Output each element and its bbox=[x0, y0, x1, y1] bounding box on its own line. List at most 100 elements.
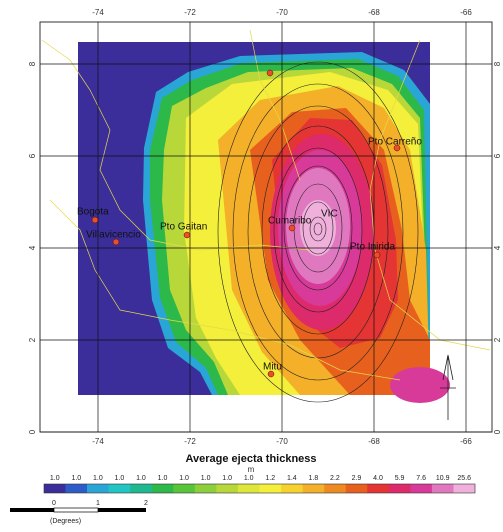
legend-label: 1.0 bbox=[115, 475, 125, 482]
river bbox=[41, 39, 311, 251]
legend-swatch bbox=[194, 484, 217, 493]
scale-label: 2 bbox=[144, 500, 148, 507]
grid: -74 -74 -72 -72 -70 -70 -68 -68 -66 -66 0 0 2 2 4 4 6 6 8 8 bbox=[28, 8, 502, 446]
scale-segment bbox=[10, 508, 54, 512]
place-dot bbox=[266, 69, 274, 77]
scale-label: 1 bbox=[96, 500, 100, 507]
river bbox=[249, 29, 301, 181]
place-label: Bogota bbox=[77, 207, 109, 218]
x-tick-label: -68 bbox=[368, 8, 380, 17]
contour bbox=[283, 165, 353, 291]
contour bbox=[309, 216, 327, 242]
place-label: Cumaribo bbox=[268, 216, 312, 227]
place-label: Villavicencio bbox=[86, 230, 141, 241]
legend-label: 2.2 bbox=[330, 475, 340, 482]
legend-swatch bbox=[87, 484, 109, 493]
y-tick-label: 0 bbox=[28, 429, 37, 434]
contour bbox=[232, 83, 404, 381]
y-tick-label: 0 bbox=[493, 429, 502, 434]
legend-label: 5.9 bbox=[395, 475, 405, 482]
map-title: Average ejecta thickness bbox=[185, 453, 316, 465]
legend-label: 1.2 bbox=[265, 475, 275, 482]
heat-se-blob bbox=[390, 367, 450, 403]
legend-label: 2.9 bbox=[352, 475, 362, 482]
north-arrow bbox=[440, 354, 456, 420]
legend-swatch bbox=[367, 484, 390, 493]
scale-segment bbox=[98, 508, 146, 512]
legend-label: 1.0 bbox=[179, 475, 189, 482]
legend-swatch bbox=[65, 484, 88, 493]
place-label: Pto Inirida bbox=[350, 242, 395, 253]
contour bbox=[302, 201, 334, 255]
legend-swatch bbox=[453, 484, 476, 493]
y-tick-label: 2 bbox=[28, 337, 37, 342]
x-tick-label: -70 bbox=[276, 8, 288, 17]
contour bbox=[217, 61, 419, 403]
y-tick-label: 4 bbox=[493, 245, 502, 250]
legend-swatch bbox=[216, 484, 239, 493]
legend-swatch bbox=[281, 484, 303, 493]
legend-swatch bbox=[237, 484, 260, 493]
x-tick-label: -72 bbox=[184, 8, 196, 17]
y-tick-label: 8 bbox=[493, 61, 502, 66]
contour bbox=[273, 147, 363, 313]
legend-swatch bbox=[44, 484, 66, 493]
legend-label: 1.8 bbox=[309, 475, 319, 482]
heat-light-pink bbox=[300, 200, 336, 256]
y-tick-label: 8 bbox=[28, 61, 37, 66]
legend-swatch bbox=[151, 484, 174, 493]
legend-swatch bbox=[302, 484, 325, 493]
x-tick-label: -70 bbox=[276, 437, 288, 446]
legend-swatch bbox=[431, 484, 454, 493]
legend-label: 1.0 bbox=[201, 475, 211, 482]
x-tick-label: -74 bbox=[92, 437, 104, 446]
place-dot bbox=[91, 216, 99, 224]
legend-label: 1.0 bbox=[71, 475, 81, 482]
legend-frame bbox=[43, 483, 476, 494]
legend-label: 1.0 bbox=[158, 475, 168, 482]
legend-swatch bbox=[388, 484, 411, 493]
legend-swatch bbox=[410, 484, 433, 493]
river bbox=[49, 199, 401, 381]
legend-label: 1.0 bbox=[93, 475, 103, 482]
contour bbox=[313, 222, 323, 236]
y-tick-label: 2 bbox=[493, 337, 502, 342]
legend-swatch bbox=[108, 484, 131, 493]
scale-segment bbox=[53, 507, 99, 513]
legend: 1.0 1.0 1.0 1.0 1.0 1.0 1.0 1.0 1.0 1.0 1.2 1.4 1.8 2… bbox=[43, 475, 476, 494]
place-label: Pto Gaitan bbox=[160, 222, 207, 233]
place-dot bbox=[267, 370, 275, 378]
x-tick-label: -66 bbox=[460, 8, 472, 17]
scale-bar: 0 1 2 (Degrees) bbox=[10, 500, 148, 525]
legend-swatch bbox=[345, 484, 368, 493]
legend-label: 1.0 bbox=[136, 475, 146, 482]
place-dot bbox=[112, 238, 120, 246]
legend-swatch bbox=[324, 484, 346, 493]
y-tick-label: 6 bbox=[28, 153, 37, 158]
scale-unit: (Degrees) bbox=[50, 518, 81, 525]
x-tick-label: -68 bbox=[368, 437, 380, 446]
place-label: Pto Carreño bbox=[368, 137, 422, 148]
river bbox=[369, 39, 491, 351]
legend-unit: m bbox=[248, 465, 255, 474]
legend-label: 4.0 bbox=[373, 475, 383, 482]
contour bbox=[247, 105, 389, 359]
legend-label: 25.6 bbox=[457, 475, 471, 482]
legend-swatch bbox=[130, 484, 153, 493]
legend-label: 1.4 bbox=[287, 475, 297, 482]
y-tick-label: 4 bbox=[28, 245, 37, 250]
legend-swatch bbox=[259, 484, 282, 493]
north-arrow-symbol bbox=[440, 354, 456, 420]
scale-label: 0 bbox=[52, 500, 56, 507]
legend-label: 10.9 bbox=[436, 475, 450, 482]
place-dot bbox=[288, 224, 296, 232]
x-tick-label: -66 bbox=[460, 437, 472, 446]
place-dot bbox=[183, 231, 191, 239]
places: Pto Carreño Bogota Villavicencio Pto Gai… bbox=[77, 69, 422, 378]
x-tick-label: -74 bbox=[92, 8, 104, 17]
legend-label: 1.0 bbox=[222, 475, 232, 482]
heat-layers bbox=[78, 42, 450, 403]
place-label: VIC bbox=[321, 209, 338, 220]
place-dot bbox=[373, 251, 381, 259]
